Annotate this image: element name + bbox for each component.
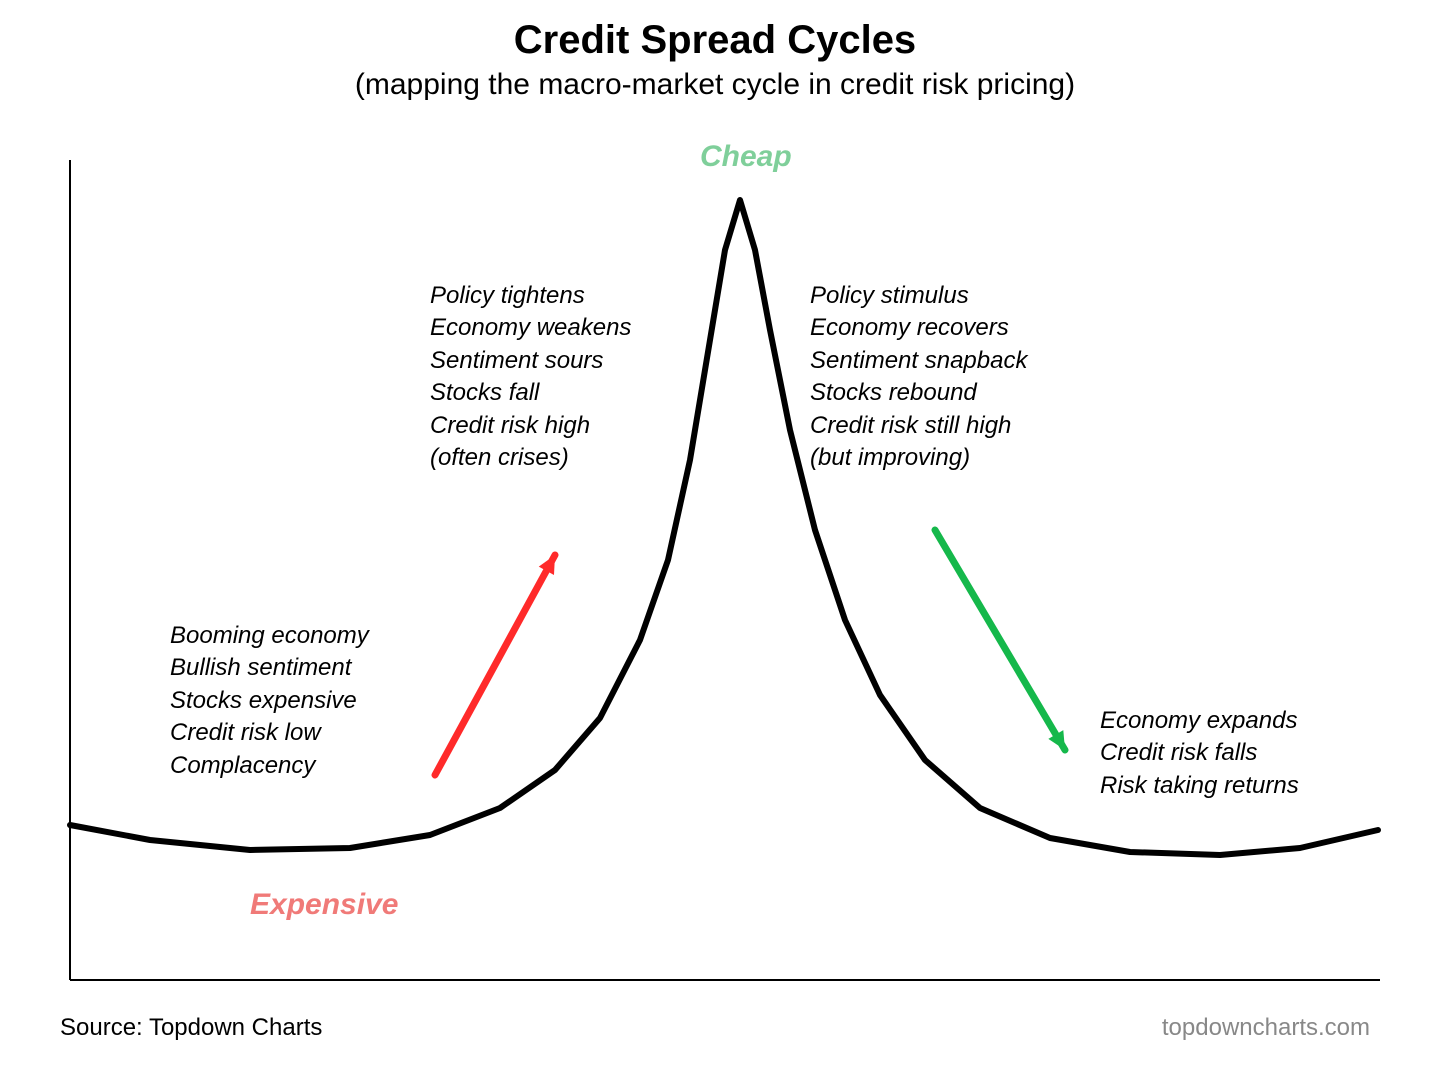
phase-2-text: Policy tightensEconomy weakensSentiment … bbox=[430, 280, 631, 474]
label-cheap: Cheap bbox=[700, 140, 792, 174]
phase-1-text: Booming economyBullish sentimentStocks e… bbox=[170, 620, 369, 782]
footer-site: topdowncharts.com bbox=[1162, 1014, 1370, 1042]
phase-3-text: Policy stimulusEconomy recoversSentiment… bbox=[810, 280, 1027, 474]
footer-source: Source: Topdown Charts bbox=[60, 1014, 322, 1042]
phase-4-text: Economy expandsCredit risk fallsRisk tak… bbox=[1100, 705, 1299, 802]
diagram-stage: Credit Spread Cycles (mapping the macro-… bbox=[0, 0, 1430, 1072]
label-expensive: Expensive bbox=[250, 888, 398, 922]
